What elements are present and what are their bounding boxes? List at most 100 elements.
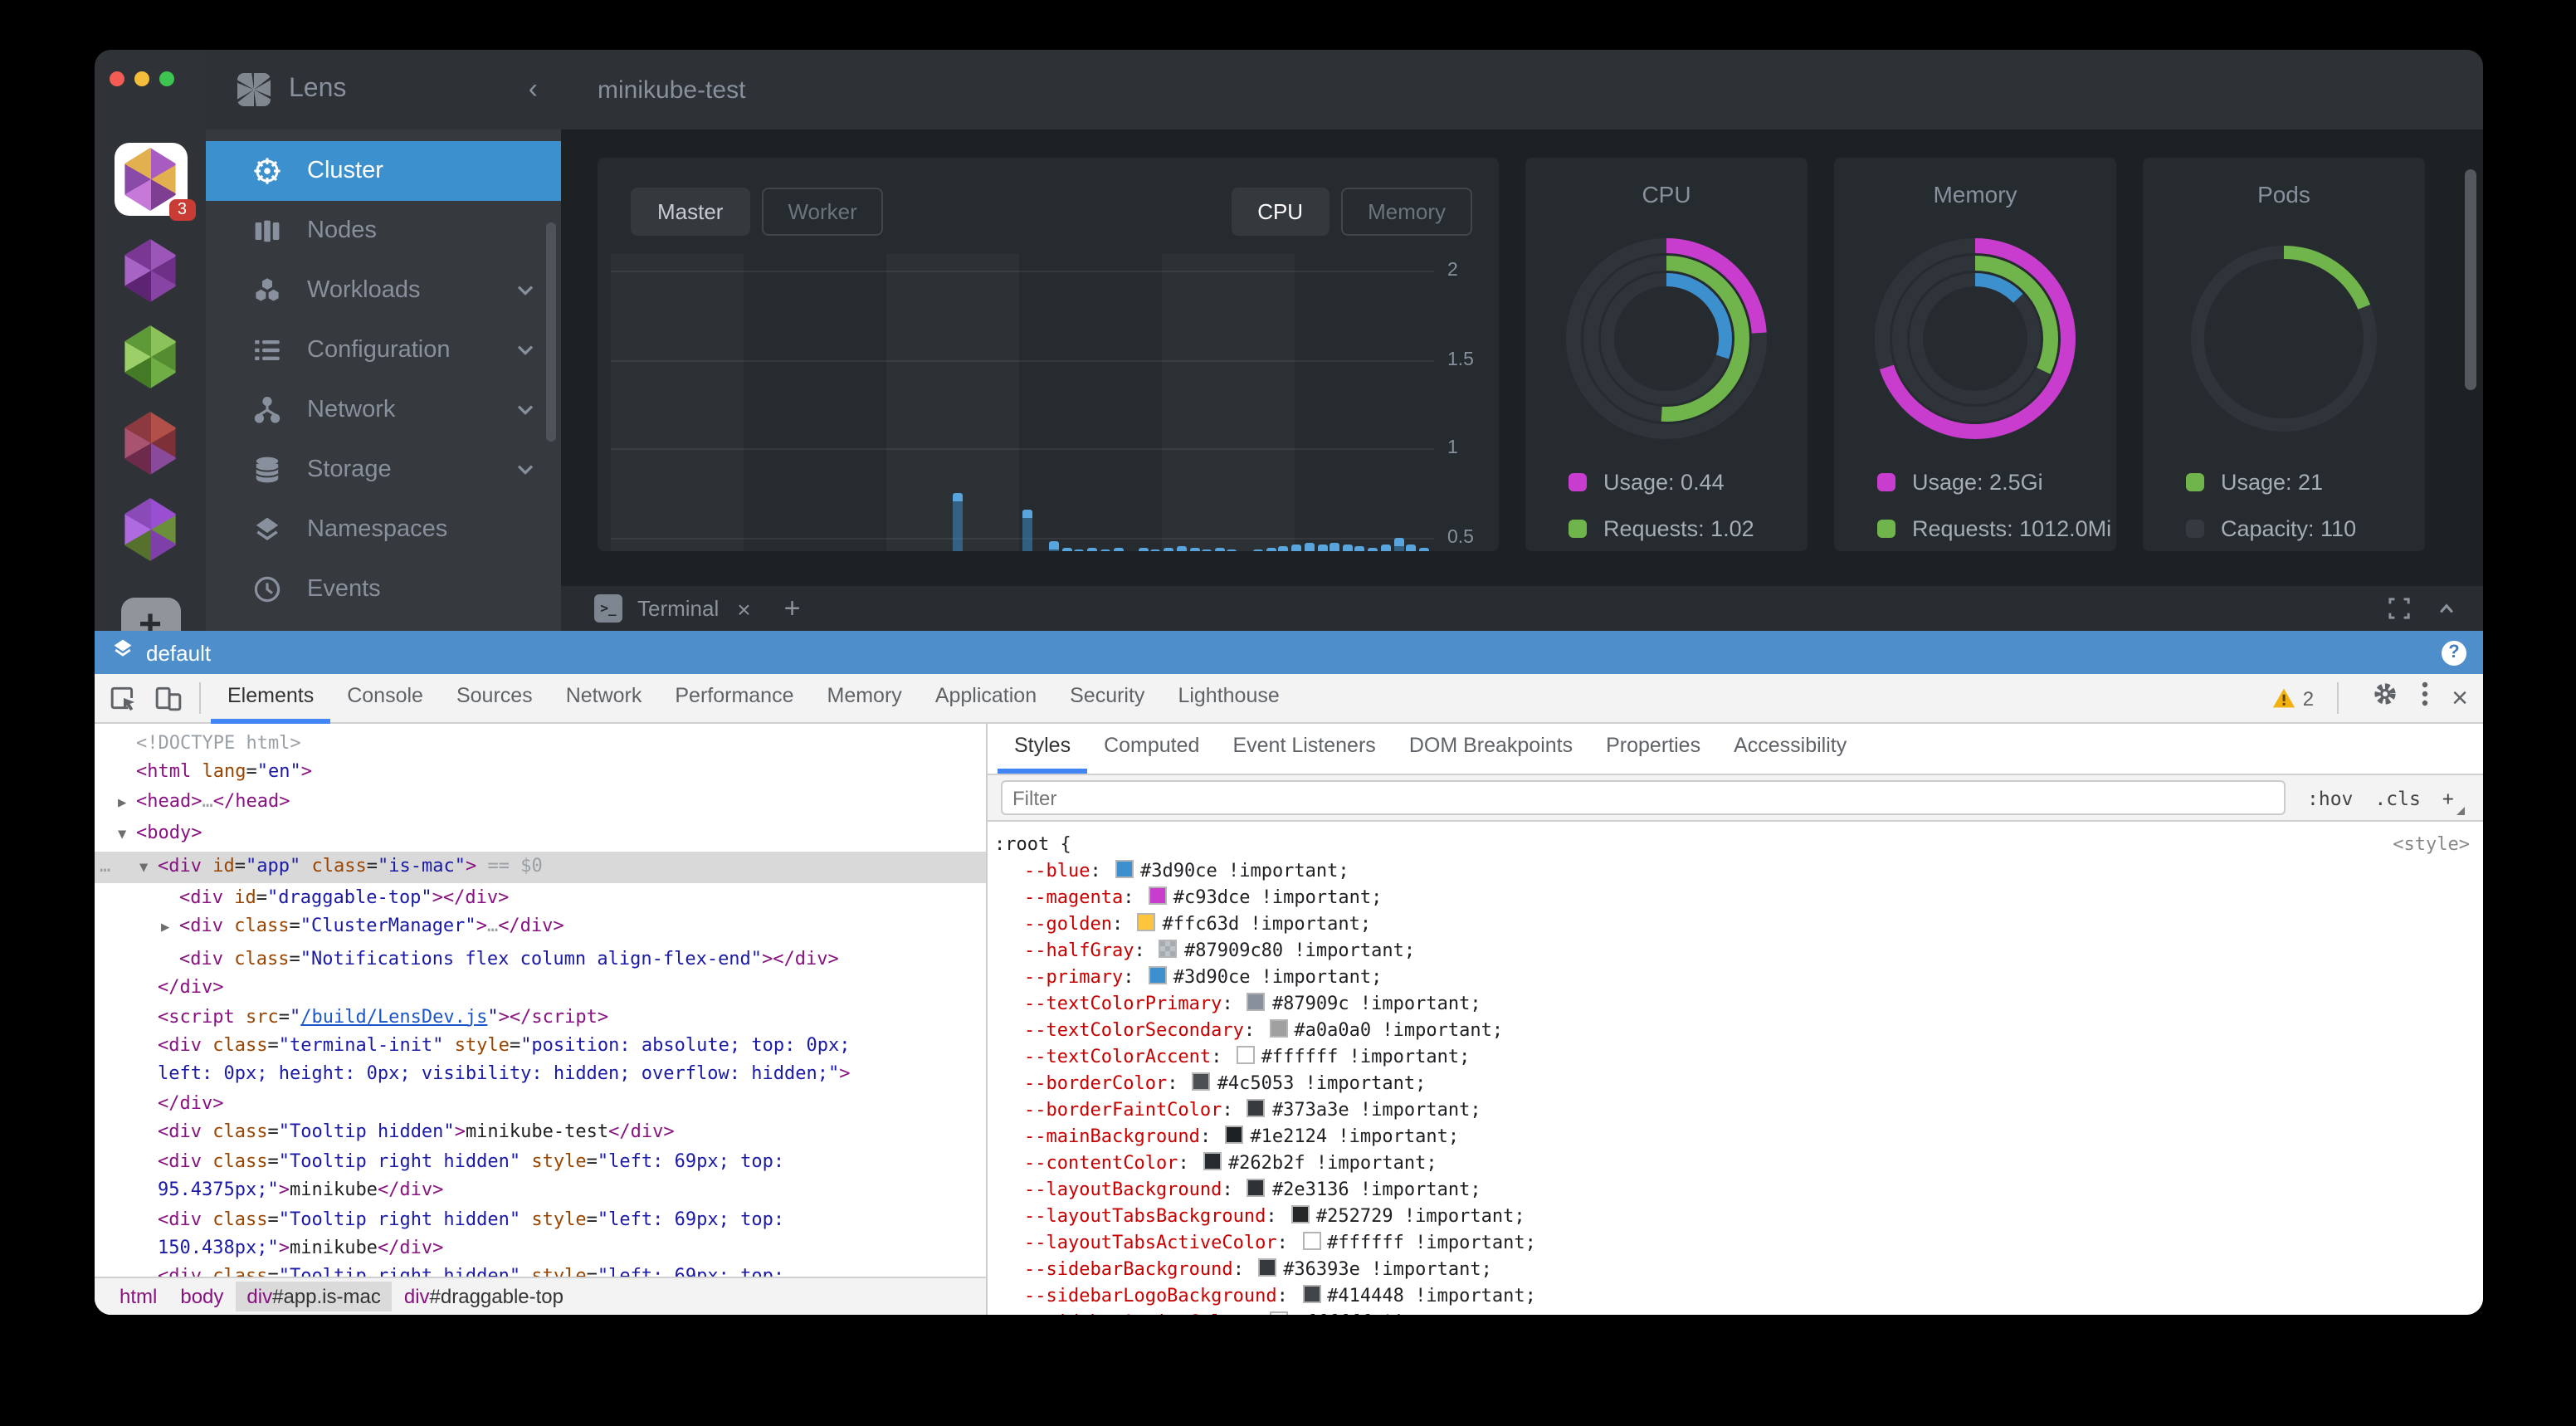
styles-tab-styles[interactable]: Styles [998,724,1088,774]
dom-node[interactable]: <div class="Tooltip right hidden" style=… [158,1265,785,1278]
dom-tree[interactable]: <!DOCTYPE html> <html lang="en"> ▶ <head>…<… [95,724,986,1278]
css-variable-row[interactable]: --blue: #3d90ce !important; [1024,860,1349,881]
cluster-icon[interactable] [124,239,176,302]
css-variable-row[interactable]: --sidebarActiveColor: #ffffff !important… [994,1310,2470,1315]
css-variable-row[interactable]: --magenta: #c93dce !important; [1024,886,1383,908]
cpu-toggle-button[interactable]: CPU [1231,188,1330,236]
css-variable-row[interactable]: --textColorSecondary: #a0a0a0 !important… [1024,1019,1504,1041]
close-window-button[interactable] [110,71,124,86]
color-swatch-icon[interactable] [1148,966,1167,984]
cluster-icon[interactable] [124,412,176,475]
dom-node[interactable]: <div class="Tooltip right hidden" style=… [158,1208,785,1229]
css-variable-row[interactable]: --sidebarBackground: #36393e !important; [1024,1258,1492,1280]
color-swatch-icon[interactable] [1225,1126,1244,1144]
cluster-icon[interactable] [124,498,176,561]
breadcrumb-item[interactable]: body [180,1285,224,1308]
breadcrumb-item[interactable]: html [120,1285,158,1308]
css-variable-row[interactable]: --layoutBackground: #2e3136 !important; [1024,1179,1481,1200]
memory-toggle-button[interactable]: Memory [1341,188,1472,236]
color-swatch-icon[interactable] [1269,1311,1288,1315]
minimize-window-button[interactable] [134,71,149,86]
dom-node[interactable]: <html lang="en"> [136,760,312,783]
breadcrumb-item[interactable]: div#app.is-mac [235,1282,393,1311]
devtools-tab-performance[interactable]: Performance [675,683,794,706]
color-swatch-icon[interactable] [1203,1152,1222,1170]
terminal-add-icon[interactable]: + [783,592,801,623]
sidebar-item-storage[interactable]: Storage [206,440,561,500]
dom-node[interactable]: <div class="Tooltip right hidden" style=… [158,1150,785,1172]
terminal-tab-label[interactable]: Terminal [637,596,720,621]
more-actions-icon[interactable]: … [100,854,111,877]
css-variable-row[interactable]: --mainBackground: #1e2124 !important; [1024,1126,1460,1147]
tree-expand-icon[interactable]: ▼ [139,859,149,877]
sidebar-collapse-icon[interactable]: ‹ [528,73,538,105]
console-warnings-badge[interactable]: 2 [2273,686,2314,710]
dom-node[interactable]: <script src="/build/LensDev.js"></script… [158,1005,609,1028]
sidebar-item-events[interactable]: Events [206,559,561,619]
devtools-close-icon[interactable]: × [2452,681,2468,713]
dom-node[interactable]: ▶ <head>…</head> [95,787,986,819]
color-swatch-icon[interactable] [1247,1099,1266,1117]
terminal-fullscreen-icon[interactable] [2388,598,2410,619]
dom-node[interactable]: ▼ <body> [95,818,986,851]
css-variable-row[interactable]: --textColorPrimary: #87909c !important; [1024,993,1481,1014]
css-variable-row[interactable]: --layoutTabsActiveColor: #ffffff !import… [1024,1232,1536,1253]
dom-node[interactable]: left: 0px; height: 0px; visibility: hidd… [158,1062,851,1085]
css-variable-row[interactable]: --halfGray: #87909c80 !important; [1024,940,1416,961]
devtools-tab-network[interactable]: Network [565,683,642,706]
color-swatch-icon[interactable] [1137,913,1156,931]
inspect-element-icon[interactable] [110,684,138,712]
color-swatch-icon[interactable] [1302,1232,1321,1250]
style-rules[interactable]: :root { <style> --blue: #3d90ce !importa… [988,822,2483,1315]
sidebar-item-nodes[interactable]: Nodes [206,201,561,261]
new-style-rule-button[interactable]: + [2442,786,2466,814]
tree-expand-icon[interactable]: ▶ [161,920,170,937]
master-toggle-button[interactable]: Master [631,188,750,236]
device-toolbar-icon[interactable] [154,684,183,712]
css-variable-row[interactable]: --primary: #3d90ce !important; [1024,966,1383,988]
dom-node[interactable]: ▶ <div class="ClusterManager">…</div> [95,912,986,945]
sidebar-item-cluster[interactable]: Cluster [206,141,561,201]
dom-node[interactable]: <div class="Tooltip hidden">minikube-tes… [158,1121,675,1143]
devtools-tab-elements[interactable]: Elements [211,673,331,723]
color-swatch-icon[interactable] [1290,1205,1310,1223]
css-variable-row[interactable]: --golden: #ffc63d !important; [1024,913,1372,935]
worker-toggle-button[interactable]: Worker [761,188,884,236]
dom-node[interactable]: </div> [158,1091,224,1114]
color-swatch-icon[interactable] [1236,1046,1255,1064]
color-swatch-icon[interactable] [1258,1258,1277,1277]
color-swatch-icon[interactable] [1148,886,1167,905]
dom-node[interactable]: <!DOCTYPE html> [136,732,301,754]
devtools-settings-icon[interactable] [2372,681,2398,715]
terminal-close-icon[interactable]: × [737,595,751,622]
zoom-window-button[interactable] [159,71,174,86]
color-swatch-icon[interactable] [1302,1285,1321,1303]
toggle-hover-state-button[interactable]: :hov [2307,786,2354,809]
color-swatch-icon[interactable] [1159,940,1178,958]
content-scrollbar[interactable] [2465,169,2476,390]
color-swatch-icon[interactable] [1192,1072,1211,1091]
color-swatch-icon[interactable] [1269,1019,1288,1038]
sidebar-item-network[interactable]: Network [206,380,561,440]
styles-tab-event-listeners[interactable]: Event Listeners [1232,734,1376,757]
css-variable-row[interactable]: --layoutTabsBackground: #252729 !importa… [1024,1205,1525,1227]
sidebar-item-workloads[interactable]: Workloads [206,261,561,320]
tree-expand-icon[interactable]: ▶ [118,794,127,812]
devtools-menu-icon[interactable] [2422,681,2428,715]
dom-node[interactable]: </div> [158,976,224,999]
css-variable-row[interactable]: --borderColor: #4c5053 !important; [1024,1072,1427,1094]
devtools-tab-sources[interactable]: Sources [456,683,533,706]
sidebar-item-configuration[interactable]: Configuration [206,320,561,380]
breadcrumb-item[interactable]: div#draggable-top [403,1285,564,1308]
styles-tab-properties[interactable]: Properties [1606,734,1701,757]
cluster-icon-active[interactable]: 3 [114,143,195,221]
sidebar-item-namespaces[interactable]: Namespaces [206,500,561,559]
terminal-expand-icon[interactable] [2437,598,2456,618]
help-button[interactable]: ? [2442,640,2466,665]
css-variable-row[interactable]: --borderFaintColor: #373a3e !important; [1024,1099,1481,1121]
styles-tab-computed[interactable]: Computed [1104,734,1200,757]
css-variable-row[interactable]: --textColorAccent: #ffffff !important; [1024,1046,1471,1067]
devtools-tab-security[interactable]: Security [1070,683,1145,706]
dom-node[interactable]: 95.4375px;">minikube</div> [158,1179,444,1201]
styles-filter-input[interactable] [1001,780,2286,815]
